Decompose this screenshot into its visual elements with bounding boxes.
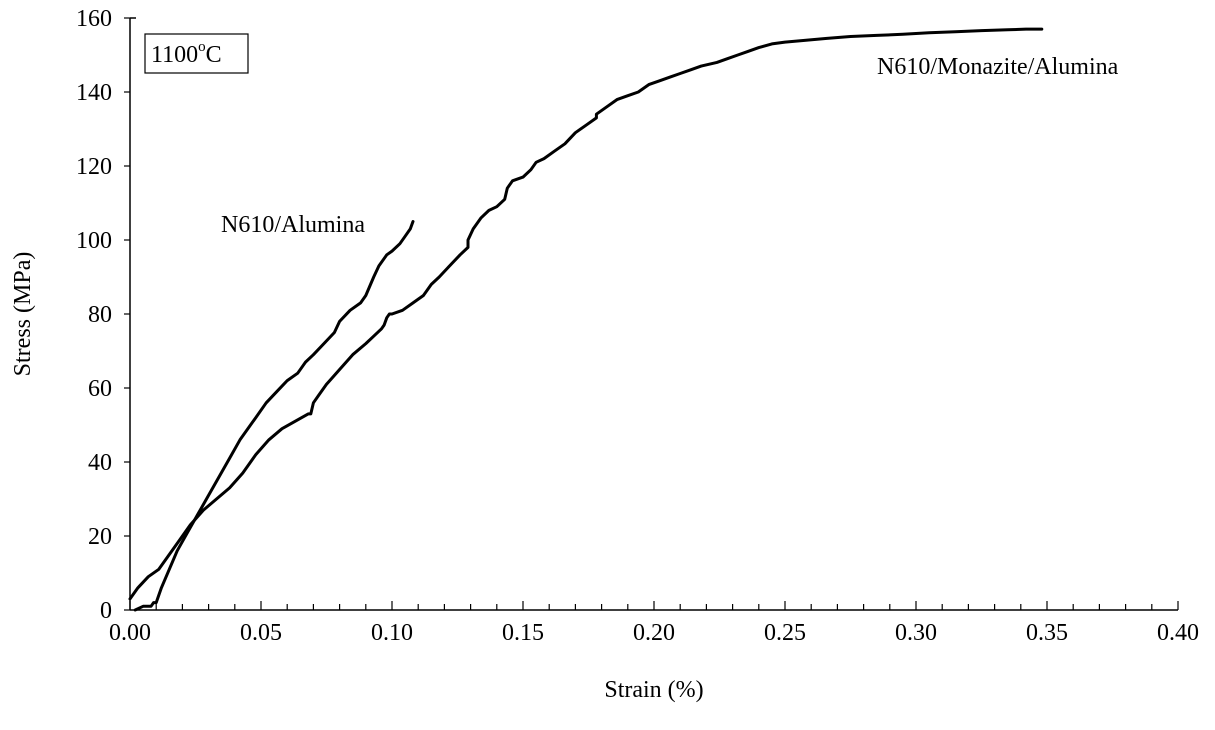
x-tick-label: 0.20	[633, 620, 675, 646]
x-tick-label: 0.00	[109, 620, 151, 646]
series-line-n610-monazite-alumina	[128, 27, 1044, 601]
x-tick-label: 0.25	[764, 620, 806, 646]
y-axis-tick-labels: 0 20 40 60 80 100 120 140 160	[76, 6, 112, 624]
annotation-n610-alumina: N610/Alumina	[221, 212, 365, 238]
y-tick-label: 80	[88, 302, 112, 328]
x-axis-tick-labels: 0.00 0.05 0.10 0.15 0.20 0.25 0.30 0.35 0.40	[109, 620, 1199, 646]
temperature-box-border	[144, 33, 249, 74]
y-tick-label: 140	[76, 80, 112, 106]
y-tick-label: 20	[88, 524, 112, 550]
y-tick-label: 0	[100, 598, 112, 624]
x-tick-label: 0.05	[240, 620, 282, 646]
annotation-n610-monazite-alumina: N610/Monazite/Alumina	[877, 54, 1119, 80]
y-tick-label: 40	[88, 450, 112, 476]
y-axis-title: Stress (MPa)	[10, 252, 36, 377]
temperature-degree-sup: o	[198, 39, 206, 55]
y-axis-ticks	[124, 17, 130, 611]
temperature-label-box: 1100oC	[144, 33, 249, 74]
y-tick-label: 100	[76, 228, 112, 254]
temperature-label: 1100oC	[151, 39, 222, 68]
x-tick-label: 0.35	[1026, 620, 1068, 646]
temperature-value: 1100	[151, 42, 198, 68]
x-tick-label: 0.30	[895, 620, 937, 646]
x-axis-title: Strain (%)	[604, 677, 703, 703]
y-tick-label: 120	[76, 154, 112, 180]
y-tick-label: 160	[76, 6, 112, 32]
x-tick-label: 0.10	[371, 620, 413, 646]
x-tick-label: 0.15	[502, 620, 544, 646]
temperature-unit: C	[206, 42, 222, 68]
series-lines	[128, 27, 1044, 612]
x-axis-ticks	[129, 601, 1179, 610]
y-tick-label: 60	[88, 376, 112, 402]
x-tick-label: 0.40	[1157, 620, 1199, 646]
series-line-n610-alumina	[133, 220, 415, 612]
